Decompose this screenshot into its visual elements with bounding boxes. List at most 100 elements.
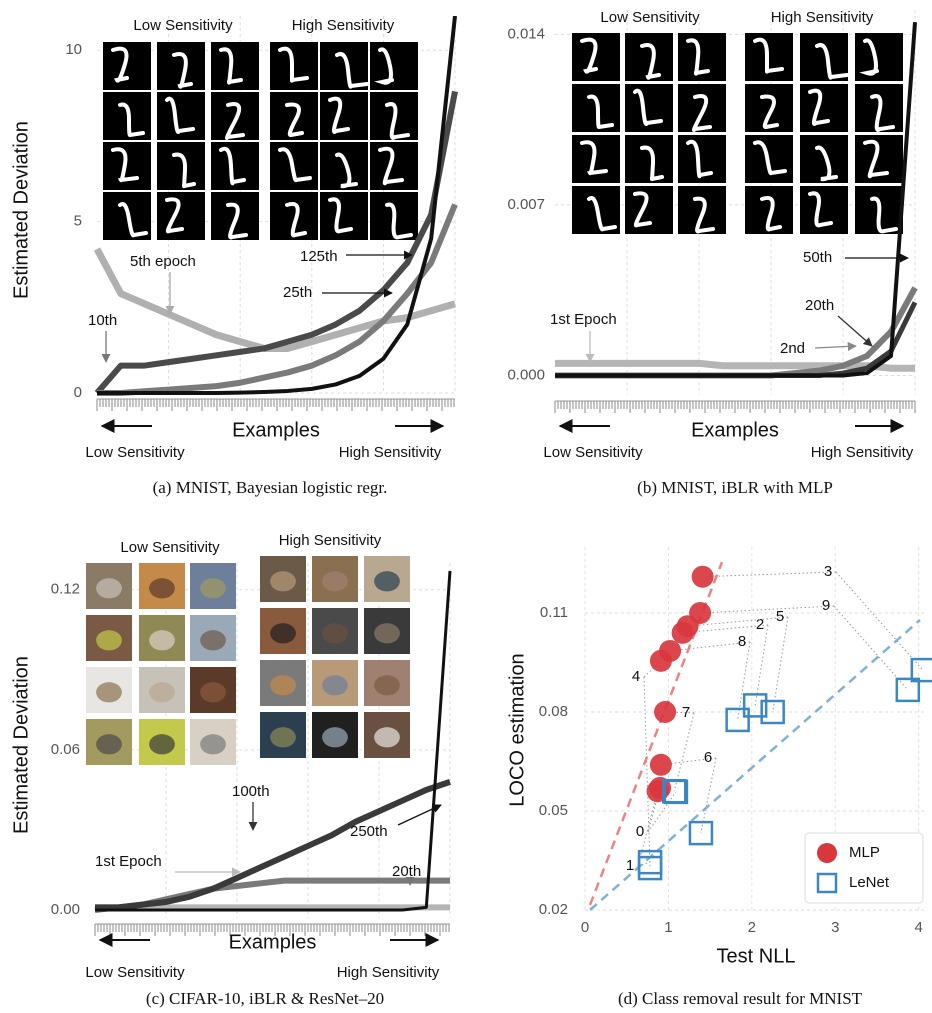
digit-image [678, 84, 726, 132]
digit-image [800, 135, 848, 183]
x-axis-label: Examples [229, 931, 317, 953]
annotation: 20th [805, 297, 834, 314]
photo-subject [270, 623, 296, 643]
photo-subject [96, 734, 122, 754]
photo-subject [200, 734, 226, 754]
inset-title: High Sensitivity [292, 17, 395, 34]
photo-subject [149, 578, 175, 598]
photo-subject [270, 727, 296, 747]
low-label: Low Sensitivity [85, 964, 185, 981]
photo-subject [270, 571, 296, 591]
photo-subject [322, 675, 348, 695]
point-label: 4 [632, 668, 640, 685]
high-label: High Sensitivity [339, 444, 442, 461]
photo-subject [374, 675, 400, 695]
x-tick-label: 1 [664, 919, 672, 936]
photo-subject [374, 623, 400, 643]
annotation: 1st Epoch [550, 311, 617, 328]
connector [703, 572, 836, 577]
y-tick-label: 10 [65, 41, 82, 58]
point [654, 701, 676, 723]
inset-title: High Sensitivity [771, 9, 874, 26]
annotation: 10th [88, 312, 117, 329]
x-axis-label: Examples [232, 419, 320, 441]
point-label: 2 [756, 616, 764, 633]
panel: (d) Class removal result for MNISTLOCO e… [506, 547, 932, 1008]
panel: (c) CIFAR-10, iBLR & ResNet–20 Estimated … [10, 532, 450, 1008]
photo-subject [200, 630, 226, 650]
annotation: 250th [350, 823, 388, 840]
point-label: 8 [738, 633, 746, 650]
photo-subject [374, 571, 400, 591]
digit-image [157, 142, 205, 190]
inset-title: Low Sensitivity [600, 9, 700, 26]
photo-subject [200, 682, 226, 702]
photo-subject [96, 578, 122, 598]
legend-label: MLP [849, 844, 880, 861]
digit-image [572, 135, 620, 183]
photo-subject [322, 623, 348, 643]
y-tick-label: 0.06 [51, 741, 80, 758]
annotation: 125th [300, 248, 338, 265]
digit-image [320, 92, 368, 140]
digit-image [625, 84, 673, 132]
caption: (a) MNIST, Bayesian logistic regr. [153, 478, 388, 497]
digit-image [320, 142, 368, 190]
point-label: 1 [626, 857, 634, 874]
x-tick-label: 4 [914, 919, 922, 936]
y-tick-label: 5 [74, 213, 82, 230]
point-label: 7 [682, 704, 690, 721]
digit-image [800, 84, 848, 132]
digit-image [800, 186, 848, 234]
y-tick-label: 0.02 [539, 901, 568, 918]
panel: (a) MNIST, Bayesian logistic regr. Estima… [10, 16, 455, 497]
series-line [95, 782, 450, 907]
photo-subject [322, 727, 348, 747]
y-tick-label: 0.00 [51, 901, 80, 918]
y-tick-label: 0.12 [51, 581, 80, 598]
photo-subject [96, 630, 122, 650]
y-tick-label: 0.000 [507, 366, 545, 383]
annotation: 1st Epoch [95, 853, 162, 870]
digit-image [211, 92, 259, 140]
point [659, 640, 681, 662]
digit-image [625, 186, 673, 234]
annotation: 2nd [780, 340, 805, 357]
x-rug [555, 401, 915, 413]
photo-subject [96, 682, 122, 702]
point-label: 0 [636, 823, 644, 840]
connector [836, 572, 923, 670]
connector [834, 606, 908, 690]
photo-subject [149, 734, 175, 754]
digit-image [157, 92, 205, 140]
y-axis-label: Estimated Deviation [10, 121, 32, 299]
y-axis-label: Estimated Deviation [10, 656, 32, 834]
digit-image [103, 42, 151, 90]
y-axis-label: LOCO estimation [506, 653, 528, 806]
high-label: High Sensitivity [811, 444, 914, 461]
photo-subject [149, 630, 175, 650]
point-label: 6 [704, 749, 712, 766]
photo-subject [200, 578, 226, 598]
inset-title: High Sensitivity [279, 532, 382, 549]
x-rug [97, 399, 454, 411]
figure: (a) MNIST, Bayesian logistic regr. Estima… [0, 0, 932, 1013]
caption: (c) CIFAR-10, iBLR & ResNet–20 [146, 989, 384, 1008]
y-tick-label: 0.007 [507, 196, 545, 213]
y-tick-label: 0.014 [507, 25, 545, 42]
point [689, 602, 711, 624]
annotation: 50th [803, 249, 832, 266]
photo-subject [270, 675, 296, 695]
legend-marker [817, 843, 837, 863]
annotation: 20th [392, 863, 421, 880]
annotation: 25th [283, 284, 312, 301]
x-axis-label: Examples [691, 419, 779, 441]
x-tick-label: 2 [748, 919, 756, 936]
x-tick-label: 0 [581, 919, 589, 936]
photo-subject [374, 727, 400, 747]
digit-image [625, 135, 673, 183]
caption: (b) MNIST, iBLR with MLP [637, 478, 833, 497]
low-label: Low Sensitivity [543, 444, 643, 461]
y-tick-label: 0.08 [539, 703, 568, 720]
point-label: 5 [776, 608, 784, 625]
